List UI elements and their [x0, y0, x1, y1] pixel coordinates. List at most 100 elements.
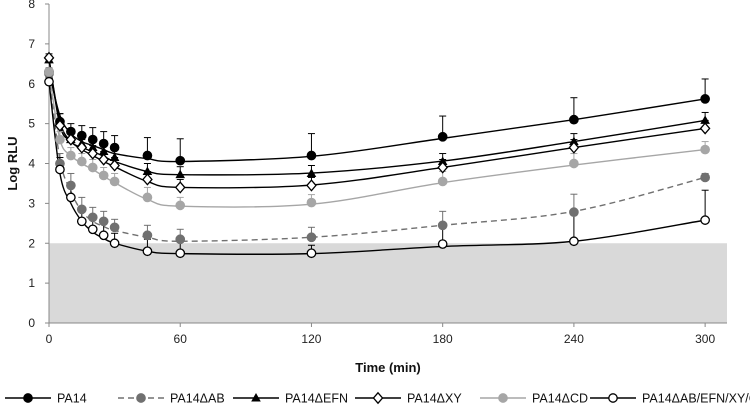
data-point: [700, 144, 710, 155]
data-point: [76, 130, 87, 141]
data-point: [568, 141, 580, 154]
x-tick-label: 180: [433, 332, 453, 346]
y-tick-label: 8: [28, 0, 35, 11]
data-point: [76, 204, 87, 215]
legend-marker: [136, 393, 146, 403]
legend-label: PA14: [57, 392, 87, 406]
plot-area: 0 1 2 3 4 5 6 7 8 0 60 120 180 240 300: [28, 0, 727, 346]
data-point: [98, 230, 109, 241]
data-point: [306, 197, 317, 208]
data-point: [175, 248, 186, 259]
legend-marker: [372, 391, 384, 405]
x-axis-title: Time (min): [355, 360, 421, 375]
data-point: [569, 236, 579, 247]
y-tick-label: 3: [28, 196, 35, 210]
data-point: [109, 152, 120, 162]
x-tick-label: 240: [564, 332, 584, 346]
shaded-band: [49, 243, 727, 323]
data-point: [700, 215, 710, 225]
data-point: [306, 248, 317, 259]
x-tick-label: 120: [301, 332, 321, 346]
legend-marker: [251, 393, 261, 402]
data-point: [98, 146, 109, 156]
data-point: [65, 133, 77, 146]
data-point: [569, 136, 579, 146]
series-line: [48, 81, 706, 255]
data-point: [66, 180, 76, 191]
data-point: [87, 162, 98, 173]
x-tick-label: 0: [46, 332, 53, 346]
data-point: [44, 66, 54, 77]
data-point: [142, 246, 153, 257]
data-point: [55, 134, 65, 145]
y-tick-label: 4: [28, 157, 35, 171]
data-point: [87, 224, 98, 235]
legend-item: PA14ΔAB/EFN/XY/CD: [590, 392, 750, 406]
y-tick-label: 2: [28, 236, 35, 250]
data-point: [109, 222, 120, 233]
data-point: [76, 216, 87, 227]
y-tick-label: 6: [28, 77, 35, 91]
series-line: [48, 71, 706, 163]
legend-item: PA14: [5, 392, 87, 406]
data-point: [306, 150, 317, 161]
data-point: [109, 176, 120, 187]
data-point: [700, 172, 710, 183]
data-point: [174, 181, 186, 194]
data-point: [98, 153, 110, 166]
data-point: [76, 141, 88, 154]
data-point: [700, 115, 710, 124]
data-point: [109, 142, 120, 153]
data-point: [437, 156, 448, 166]
legend-item: PA14ΔEFN: [233, 392, 348, 406]
data-point: [76, 156, 87, 167]
y-axis-title: Log RLU: [5, 136, 20, 190]
data-point: [87, 142, 98, 152]
data-point: [306, 179, 317, 192]
data-point: [699, 122, 711, 135]
legend-label: PA14ΔCD: [532, 392, 588, 406]
data-point: [66, 150, 76, 161]
data-point: [175, 234, 186, 245]
data-point: [44, 76, 54, 87]
data-point: [437, 131, 448, 142]
data-point: [66, 192, 76, 203]
data-point: [437, 176, 448, 187]
legend: PA14 PA14ΔAB PA14ΔEFN PA14ΔXY PA14ΔCD PA14ΔAB…: [5, 392, 750, 406]
legend-item: PA14ΔCD: [480, 392, 588, 406]
legend-label: PA14ΔEFN: [285, 392, 348, 406]
data-point: [437, 161, 449, 174]
data-point: [142, 192, 153, 203]
data-point: [87, 147, 99, 160]
data-point: [87, 212, 98, 223]
data-point: [142, 150, 153, 161]
data-point: [55, 114, 65, 124]
data-point: [175, 155, 186, 166]
data-point: [43, 51, 55, 65]
y-tick-label: 5: [28, 117, 35, 131]
legend-marker: [498, 393, 508, 403]
y-tick-label: 0: [28, 316, 35, 330]
legend-label: PA14ΔAB: [170, 392, 225, 406]
data-point: [569, 158, 579, 169]
data-point: [437, 239, 448, 249]
data-point: [569, 114, 579, 125]
data-point: [142, 230, 153, 241]
data-point: [109, 238, 120, 249]
legend-item: PA14ΔXY: [355, 392, 462, 406]
legend-item: PA14ΔAB: [118, 392, 225, 406]
data-point: [98, 138, 109, 149]
data-point: [175, 169, 186, 179]
legend-marker: [23, 393, 33, 403]
data-point: [175, 200, 186, 211]
data-point: [142, 166, 153, 175]
data-point: [55, 164, 65, 175]
data-point: [306, 168, 317, 177]
legend-label: PA14ΔXY: [407, 392, 462, 406]
data-point: [109, 159, 120, 172]
legend-label: PA14ΔAB/EFN/XY/CD: [642, 392, 750, 406]
data-point: [569, 207, 579, 217]
data-point: [54, 119, 66, 132]
